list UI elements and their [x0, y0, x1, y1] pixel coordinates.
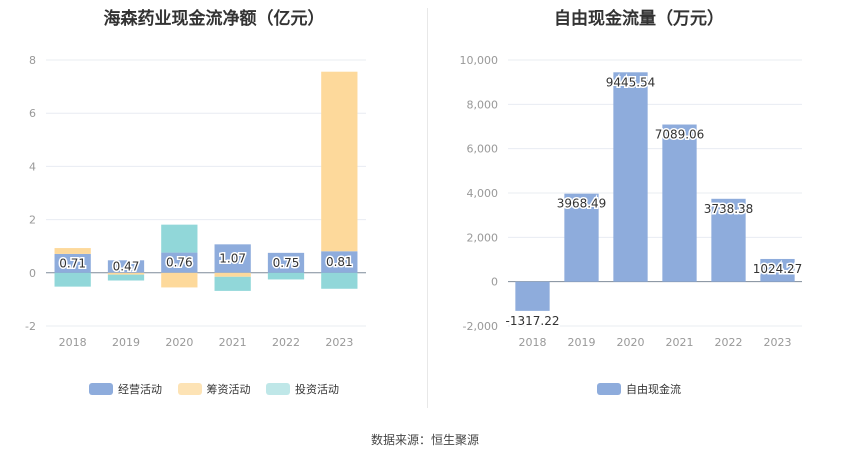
legend: 自由现金流 — [428, 381, 850, 397]
legend-item-financing[interactable]: 筹资活动 — [177, 381, 251, 397]
x-tick-label: 2018 — [519, 336, 547, 349]
bar — [161, 224, 198, 253]
legend-swatch — [266, 383, 290, 395]
bar — [161, 272, 198, 288]
y-tick-label: 0 — [491, 276, 498, 289]
legend-item-investing[interactable]: 投资活动 — [266, 381, 339, 397]
x-tick-label: 2019 — [112, 336, 140, 349]
bar — [564, 193, 599, 282]
bar — [107, 272, 145, 275]
bar — [214, 276, 251, 291]
y-tick-label: 0 — [29, 267, 36, 280]
free-cashflow-plot: -2,000 0 2,000 4,000 6,000 8,000 10,000 2018 -13… — [460, 54, 804, 349]
y-tick-label: 10,000 — [460, 54, 499, 67]
legend-swatch — [597, 383, 621, 395]
x-tick-label: 2021 — [219, 336, 247, 349]
bar — [54, 248, 91, 254]
bar — [107, 274, 145, 281]
data-label: 0.71 — [59, 256, 86, 270]
y-tick-label: 4 — [29, 160, 36, 173]
data-label: -1317.22 — [506, 314, 560, 328]
bar — [711, 198, 746, 282]
x-tick-label: 2020 — [617, 336, 645, 349]
data-label: 3738.38 — [704, 202, 754, 216]
bar — [321, 272, 358, 289]
bar — [214, 244, 251, 273]
bar — [54, 253, 91, 273]
cashflow-net-chart: 海森药业现金流净额（亿元） -2 0 2 4 6 8 2018 0.71 2019 0.47 202… — [0, 0, 428, 420]
bar — [267, 252, 305, 273]
data-label: 3968.49 — [557, 197, 607, 211]
legend-label: 投资活动 — [295, 383, 339, 396]
legend: 经营活动 筹资活动 投资活动 — [0, 381, 428, 397]
data-label: 1024.27 — [753, 262, 803, 276]
y-tick-label: 4,000 — [467, 187, 499, 200]
legend-label: 经营活动 — [118, 383, 162, 396]
data-label: 7089.06 — [655, 128, 705, 142]
legend-swatch — [177, 383, 202, 395]
data-label: 9445.54 — [606, 75, 656, 89]
x-tick-label: 2023 — [325, 336, 353, 349]
x-tick-label: 2020 — [165, 336, 193, 349]
y-tick-label: 8 — [29, 54, 36, 67]
cashflow-net-plot: -2 0 2 4 6 8 2018 0.71 2019 0.47 2020 0.76 2021 1.07 2… — [25, 54, 366, 349]
y-tick-label: 6,000 — [467, 143, 499, 156]
legend-item-operating[interactable]: 经营活动 — [89, 381, 162, 397]
bar — [161, 252, 198, 273]
x-tick-label: 2021 — [666, 336, 694, 349]
x-tick-label: 2023 — [764, 336, 792, 349]
data-label: 0.47 — [113, 260, 140, 274]
y-tick-label: 8,000 — [467, 98, 499, 111]
bar — [54, 272, 91, 287]
x-tick-label: 2018 — [59, 336, 87, 349]
chart-title: 海森药业现金流净额（亿元） — [103, 9, 325, 29]
bar — [107, 260, 145, 273]
legend-swatch — [89, 383, 113, 395]
y-tick-label: -2,000 — [463, 320, 498, 333]
x-tick-label: 2022 — [272, 336, 300, 349]
bar — [515, 281, 550, 311]
panel-divider — [427, 8, 428, 408]
bar — [267, 272, 305, 280]
y-tick-label: -2 — [25, 320, 36, 333]
data-label: 1.07 — [219, 252, 246, 266]
free-cashflow-chart: 自由现金流量（万元） -2,000 0 2,000 4,000 6,000 8,000 10… — [428, 0, 850, 420]
y-tick-label: 6 — [29, 107, 36, 120]
bar — [321, 71, 358, 252]
data-source: 数据来源：恒生聚源 — [370, 433, 479, 447]
bar — [613, 72, 648, 282]
legend-label: 筹资活动 — [206, 383, 251, 396]
x-tick-label: 2019 — [568, 336, 596, 349]
legend-item-free-cashflow[interactable]: 自由现金流 — [597, 381, 681, 397]
data-label: 0.81 — [326, 255, 353, 269]
data-label: 0.76 — [166, 256, 193, 270]
bar — [662, 124, 697, 282]
bar — [214, 272, 251, 277]
data-label: 0.75 — [273, 256, 300, 270]
y-tick-label: 2,000 — [467, 231, 499, 244]
legend-label: 自由现金流 — [626, 383, 681, 396]
bar — [321, 251, 358, 273]
chart-title: 自由现金流量（万元） — [554, 9, 724, 29]
x-tick-label: 2022 — [715, 336, 743, 349]
y-tick-label: 2 — [29, 214, 36, 227]
bar — [760, 258, 795, 282]
